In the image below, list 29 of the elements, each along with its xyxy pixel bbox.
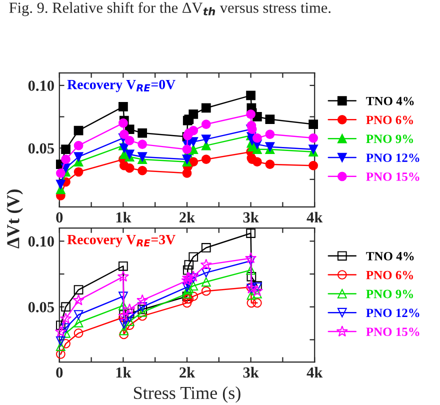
y-tick-label: 0.05 <box>28 302 54 312</box>
x-tick-label: 4k <box>306 212 323 222</box>
y-tick-label: 0.10 <box>28 236 54 247</box>
legend-label: TNO 4% <box>366 252 414 260</box>
legend-label: PNO 15% <box>366 328 420 336</box>
y-tick-label: 0.10 <box>28 80 54 91</box>
legend-label: PNO 12% <box>366 154 420 162</box>
legend-label: PNO 9% <box>366 134 413 144</box>
x-tick-label: 4k <box>306 366 323 378</box>
x-tick-label: 1k <box>116 366 132 378</box>
chart-title: Fig. 9. Relative shift for the ΔV$_{th}$ versus stress time. <box>9 2 330 16</box>
annotation: Recovery V$_{RE}$=3V <box>67 234 176 248</box>
x-tick-label: 0 <box>56 212 63 223</box>
legend-label: PNO 6% <box>366 270 413 280</box>
x-tick-label: 2k <box>180 366 196 378</box>
legend-label: PNO 12% <box>366 308 420 318</box>
x-tick-label: 3k <box>243 366 259 378</box>
x-tick-label: 0 <box>56 367 63 378</box>
legend-label: PNO 15% <box>366 172 420 181</box>
legend-label: PNO 6% <box>366 116 413 124</box>
x-axis-title: Stress Time (s) <box>134 386 240 403</box>
x-tick-label: 3k <box>243 212 259 223</box>
x-tick-label: 2k <box>180 212 196 222</box>
annotation: Recovery V$_{RE}$=0V <box>67 80 176 92</box>
legend-label: TNO 4% <box>366 96 414 106</box>
legend-label: PNO 9% <box>366 290 413 298</box>
x-tick-label: 1k <box>116 212 132 222</box>
y-tick-label: 0.05 <box>28 143 54 154</box>
y-axis-title: ΔVt (V) <box>6 190 23 248</box>
